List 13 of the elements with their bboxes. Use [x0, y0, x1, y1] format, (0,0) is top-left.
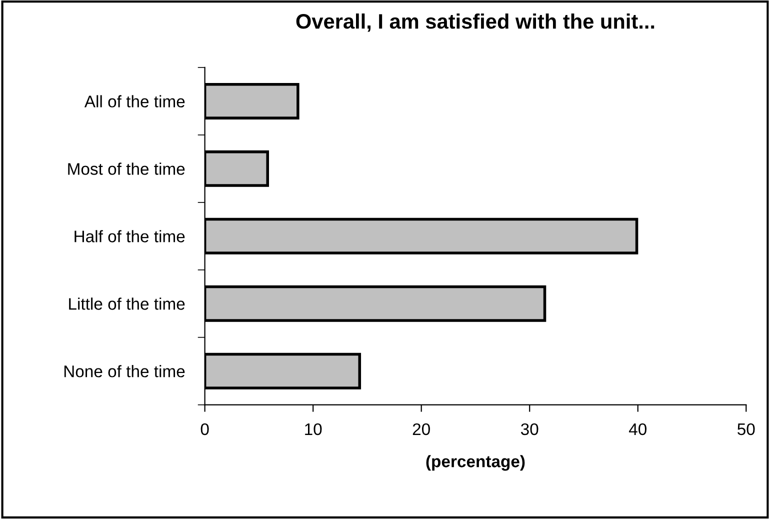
x-axis-title: (percentage) — [426, 455, 525, 471]
y-tick-label: Most of the time — [68, 162, 185, 175]
x-tick-label: 20 — [412, 423, 430, 436]
x-tick-label: 10 — [305, 423, 322, 436]
y-tick-label: None of the time — [64, 365, 185, 378]
chart-title: Overall, I am satisfied with the unit... — [296, 13, 654, 32]
x-tick-label: 50 — [738, 423, 755, 436]
y-tick-label: Little of the time — [69, 298, 185, 310]
y-tick-label: Half of the time — [74, 230, 185, 242]
x-tick-label: 0 — [200, 423, 209, 436]
y-tick-label: All of the time — [84, 95, 185, 108]
x-tick-label: 40 — [628, 423, 646, 436]
x-tick-label: 30 — [520, 423, 538, 436]
